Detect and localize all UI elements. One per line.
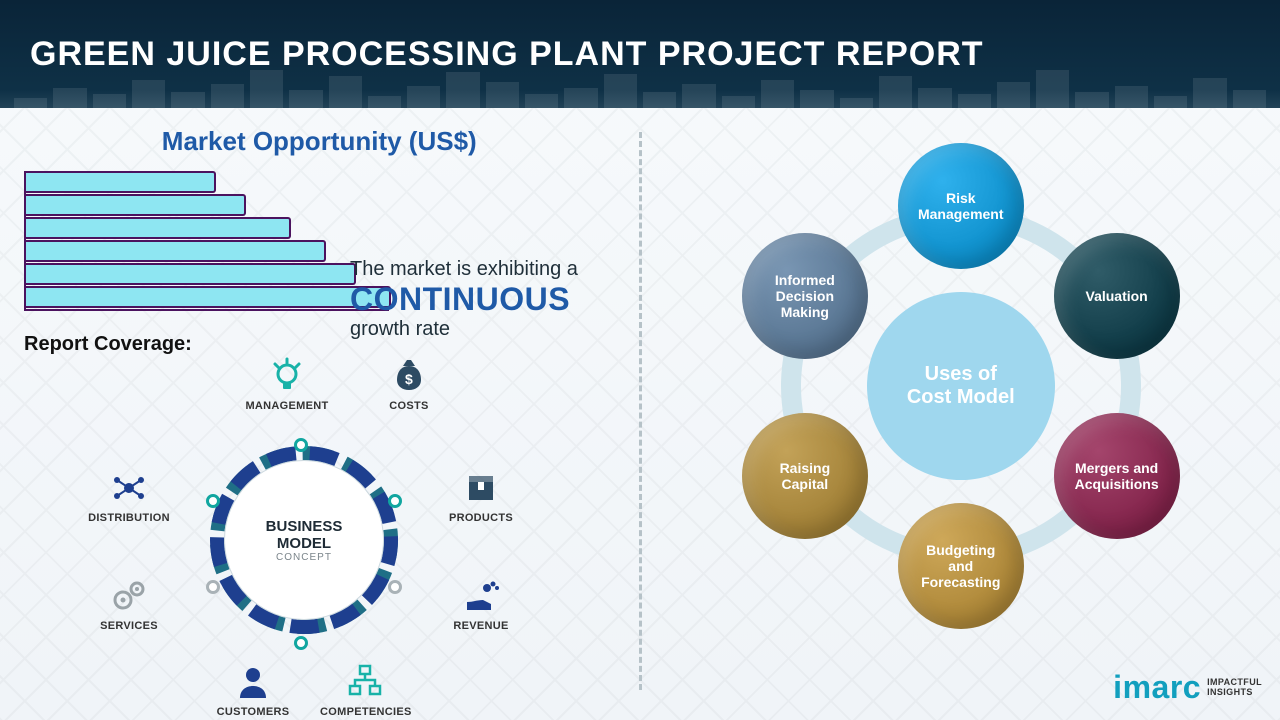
brand-logo: imarc IMPACTFUL INSIGHTS: [1113, 669, 1262, 706]
bm-center-line2: MODEL: [266, 535, 343, 552]
moneybag-icon: $: [389, 356, 429, 396]
wheel-node: RaisingCapital: [742, 413, 868, 539]
coverage-item: MANAGEMENT: [242, 356, 332, 412]
growth-line3: growth rate: [350, 318, 578, 341]
bulb-icon: [267, 356, 307, 396]
growth-line1: The market is exhibiting a: [350, 258, 578, 281]
bm-dot: [294, 636, 308, 650]
market-bar-chart: [24, 171, 389, 311]
left-panel: Market Opportunity (US$) The market is e…: [0, 108, 639, 720]
wheel-node: BudgetingandForecasting: [898, 503, 1024, 629]
logo-sub2: INSIGHTS: [1207, 688, 1262, 697]
logo-word: imarc: [1113, 669, 1201, 706]
chart-bar: [26, 194, 246, 216]
chart-bar: [26, 240, 326, 262]
svg-text:$: $: [405, 371, 413, 387]
chart-bar: [26, 286, 391, 308]
coverage-label: COSTS: [364, 400, 454, 412]
wheel-node: Valuation: [1054, 233, 1180, 359]
right-panel: Uses ofCost Model RiskManagementValuatio…: [642, 108, 1280, 720]
wheel-node: RiskManagement: [898, 143, 1024, 269]
header-bar: GREEN JUICE PROCESSING PLANT PROJECT REP…: [0, 0, 1280, 108]
content-area: Market Opportunity (US$) The market is e…: [0, 108, 1280, 720]
skyline-silhouette: [0, 60, 1280, 110]
wheel-node: Mergers andAcquisitions: [1054, 413, 1180, 539]
coverage-label: MANAGEMENT: [242, 400, 332, 412]
business-model-diagram: BUSINESS MODEL CONCEPT MANAGEMENT $ COSTS P…: [24, 364, 584, 684]
coverage-item: $ COSTS: [364, 356, 454, 412]
coverage-item: CUSTOMERS: [208, 662, 298, 718]
hand-icon: [461, 576, 501, 616]
org-icon: [345, 662, 385, 702]
coverage-label: REVENUE: [436, 620, 526, 632]
page-root: GREEN JUICE PROCESSING PLANT PROJECT REP…: [0, 0, 1280, 720]
wheel-node: InformedDecisionMaking: [742, 233, 868, 359]
bm-center-sub: CONCEPT: [266, 552, 343, 563]
chart-bar: [26, 263, 356, 285]
coverage-item: REVENUE: [436, 576, 526, 632]
coverage-label: CUSTOMERS: [208, 706, 298, 718]
chart-bar: [26, 217, 291, 239]
coverage-item: PRODUCTS: [436, 468, 526, 524]
coverage-label: DISTRIBUTION: [84, 512, 174, 524]
user-icon: [233, 662, 273, 702]
wheel-hub: Uses ofCost Model: [867, 292, 1055, 480]
growth-line2: CONTINUOUS: [350, 281, 578, 318]
gears-icon: [109, 576, 149, 616]
market-opportunity-title: Market Opportunity (US$): [24, 126, 615, 157]
coverage-item: COMPETENCIES: [320, 662, 410, 718]
coverage-item: DISTRIBUTION: [84, 468, 174, 524]
box-icon: [461, 468, 501, 508]
coverage-label: PRODUCTS: [436, 512, 526, 524]
cost-model-wheel: Uses ofCost Model RiskManagementValuatio…: [681, 126, 1241, 686]
coverage-label: SERVICES: [84, 620, 174, 632]
bm-dot: [388, 494, 402, 508]
bm-dot: [294, 438, 308, 452]
bm-dot: [206, 580, 220, 594]
growth-callout: The market is exhibiting a CONTINUOUS gr…: [350, 258, 578, 341]
bm-dot: [206, 494, 220, 508]
bm-dot: [388, 580, 402, 594]
chart-bar: [26, 171, 216, 193]
bm-center: BUSINESS MODEL CONCEPT: [224, 460, 384, 620]
coverage-label: COMPETENCIES: [320, 706, 410, 718]
coverage-item: SERVICES: [84, 576, 174, 632]
bm-center-line1: BUSINESS: [266, 518, 343, 535]
network-icon: [109, 468, 149, 508]
